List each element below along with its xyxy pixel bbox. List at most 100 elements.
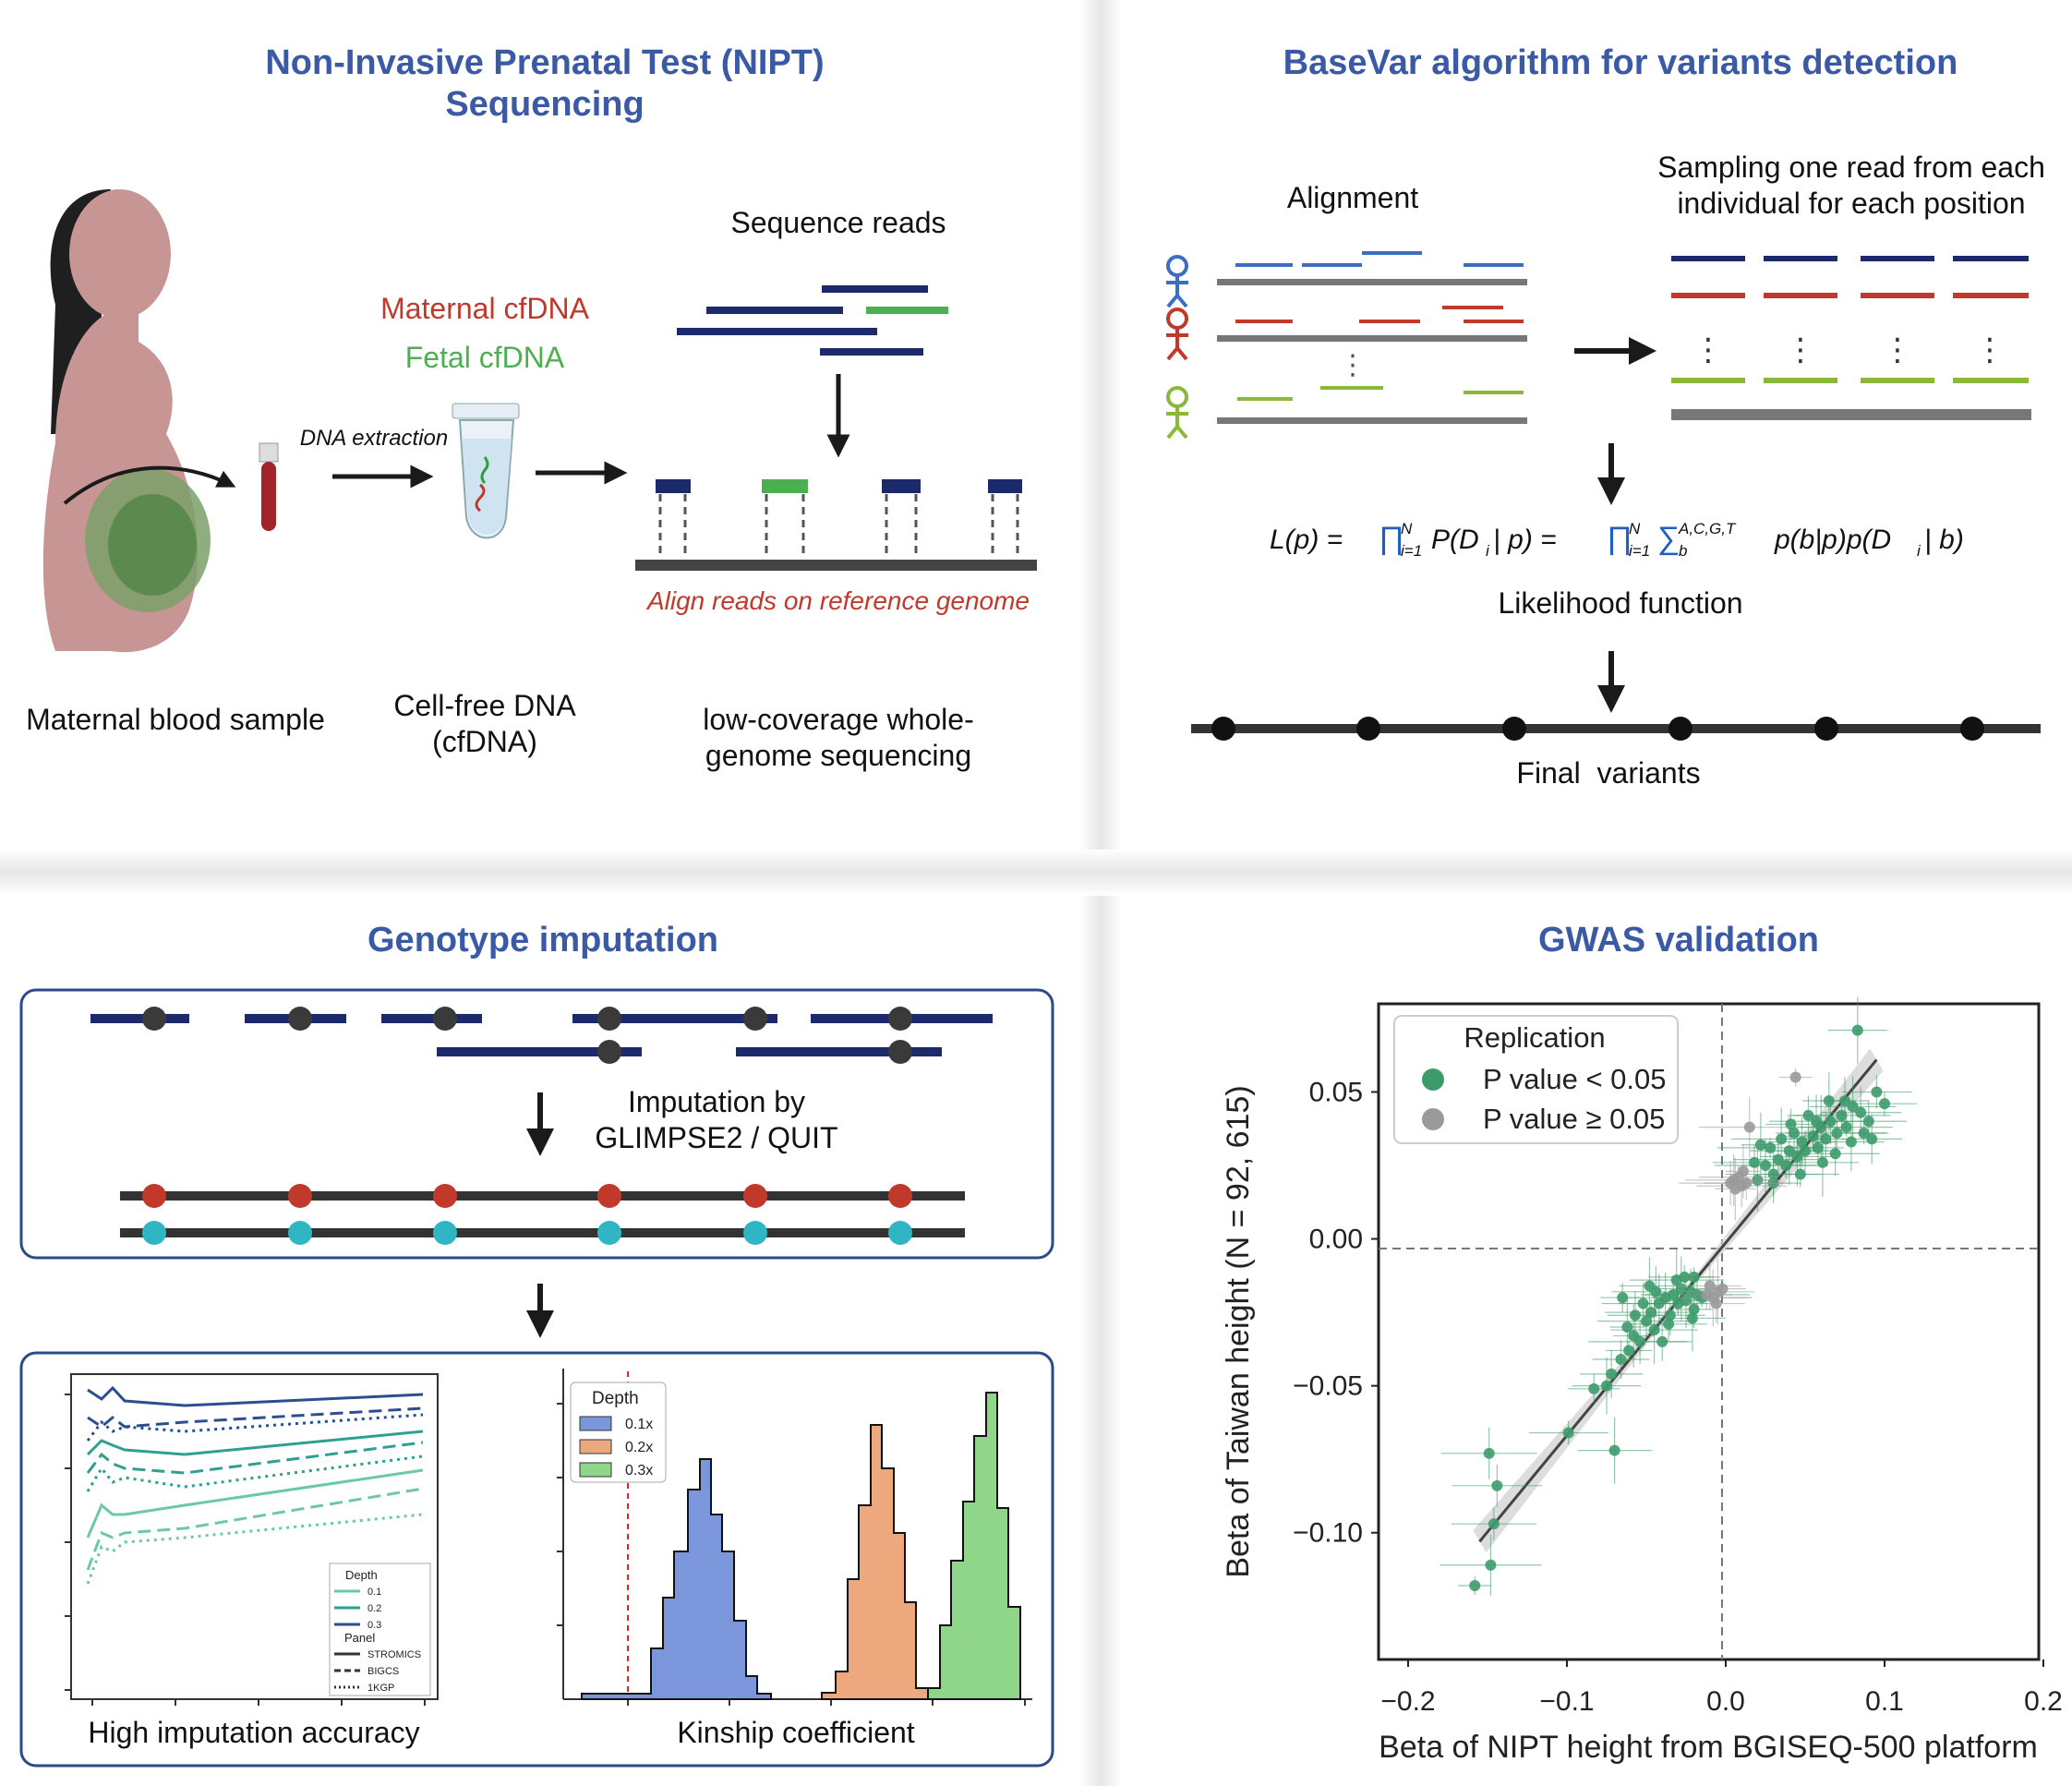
gwas-point-significant <box>1588 1382 1600 1394</box>
cell-free-dna-label-2: (cfDNA) <box>432 725 537 758</box>
panel-imputation: Genotype imputation Imputation by GLIMPS… <box>19 921 1054 1768</box>
svg-text:⋮: ⋮ <box>1339 350 1367 380</box>
gwas-point-significant <box>1637 1297 1649 1309</box>
gwas-point-significant <box>1656 1335 1668 1347</box>
kinship-chart: Depth 0.1x 0.2x 0.3x <box>557 1369 1032 1706</box>
gwas-point-nonsignificant <box>1743 1121 1755 1133</box>
gwas-y-tick-label: 0.05 <box>1309 1077 1363 1107</box>
gwas-y-tick-label: −0.05 <box>1293 1371 1363 1402</box>
gwas-point-significant <box>1623 1345 1635 1357</box>
gwas-point-significant <box>1866 1133 1878 1145</box>
gwas-point-significant <box>1807 1130 1819 1142</box>
gwas-point-significant <box>1469 1580 1481 1591</box>
gwas-legend-nonsig-label: P value ≥ 0.05 <box>1483 1103 1665 1135</box>
gwas-point-nonsignificant <box>1701 1289 1713 1300</box>
gwas-x-ticks: −0.2 −0.1 0.0 0.1 0.2 <box>1380 1659 2063 1717</box>
person-icon-blue <box>1166 255 1188 308</box>
gwas-point-significant <box>1855 1106 1867 1118</box>
gwas-y-axis-label: Beta of Taiwan height (N = 92, 615) <box>1221 1085 1256 1577</box>
kinship-legend-0-3x: 0.3x <box>625 1463 653 1478</box>
basevar-title: BaseVar algorithm for variants detection <box>1283 43 1958 82</box>
gwas-point-significant <box>1688 1271 1700 1283</box>
gwas-y-ticks: 0.05 0.00 −0.05 −0.10 <box>1293 1077 1379 1549</box>
gwas-x-axis-label: Beta of NIPT height from BGISEQ-500 plat… <box>1379 1730 2038 1765</box>
gwas-legend-title: Replication <box>1464 1021 1605 1054</box>
gwas-point-significant <box>1644 1280 1656 1292</box>
gwas-point-significant <box>1811 1116 1823 1128</box>
imputation-box <box>19 988 1054 1260</box>
svg-text:N: N <box>1629 520 1641 537</box>
gwas-point-significant <box>1840 1121 1852 1133</box>
accuracy-legend: Depth 0.1 0.2 0.3 Panel STROMICS BIGCS 1… <box>329 1563 431 1696</box>
gwas-point-significant <box>1617 1292 1629 1304</box>
gwas-point-significant <box>1862 1116 1874 1128</box>
panel-nipt: Non-Invasive Prenatal Test (NIPT) Sequen… <box>26 43 1037 772</box>
gwas-point-significant <box>1491 1479 1503 1491</box>
sampled-reads: ⋮ ⋮ ⋮ ⋮ <box>1671 256 2031 420</box>
tube-icon <box>452 403 520 539</box>
reference-genome <box>635 479 1037 571</box>
sequence-reads-label: Sequence reads <box>730 206 946 239</box>
accuracy-caption: High imputation accuracy <box>88 1716 419 1749</box>
gwas-point-significant <box>1829 1148 1841 1160</box>
person-icon-red <box>1166 308 1188 361</box>
gwas-x-tick-label: −0.1 <box>1539 1686 1594 1717</box>
kinship-caption: Kinship coefficient <box>677 1716 914 1749</box>
accuracy-legend-panel-title: Panel <box>344 1631 375 1645</box>
accuracy-legend-depth-1: 0.1 <box>367 1587 381 1598</box>
svg-text:| b): | b) <box>1924 525 1964 555</box>
gwas-point-significant <box>1871 1086 1883 1098</box>
sequence-reads <box>677 285 948 356</box>
gwas-point-nonsignificant <box>1725 1177 1737 1189</box>
gwas-point-significant <box>1879 1098 1890 1110</box>
svg-text:A,C,G,T: A,C,G,T <box>1678 520 1737 537</box>
gwas-point-significant <box>1800 1145 1811 1157</box>
gwas-point-significant <box>1851 1024 1863 1036</box>
alignment-reads: ⋮ <box>1217 251 1527 424</box>
svg-text:b: b <box>1679 542 1687 560</box>
gwas-point-significant <box>1488 1518 1500 1530</box>
kinship-legend-0-2x: 0.2x <box>625 1440 653 1455</box>
accuracy-legend-depth-2: 0.2 <box>367 1603 381 1614</box>
gwas-point-significant <box>1754 1139 1766 1151</box>
gwas-point-nonsignificant <box>1789 1071 1801 1083</box>
gwas-point-significant <box>1858 1128 1870 1139</box>
imputation-reads <box>90 1007 993 1064</box>
imputation-title: Genotype imputation <box>367 921 718 959</box>
gwas-point-significant <box>1648 1324 1660 1336</box>
svg-text:P(D: P(D <box>1431 525 1479 555</box>
likelihood-label: Likelihood function <box>1498 586 1742 620</box>
gwas-point-significant <box>1785 1118 1797 1130</box>
blood-tube-icon <box>259 442 279 531</box>
gwas-point-significant <box>1485 1559 1497 1571</box>
cell-free-dna-label-1: Cell-free DNA <box>393 689 576 722</box>
svg-text:i: i <box>1486 542 1490 560</box>
svg-text:L(p) =: L(p) = <box>1270 525 1343 555</box>
fetal-cfdna-label: Fetal cfDNA <box>405 341 565 374</box>
accuracy-chart: Depth 0.1 0.2 0.3 Panel STROMICS BIGCS 1… <box>65 1373 439 1706</box>
gwas-point-significant <box>1831 1128 1843 1139</box>
kinship-hist-0-2x <box>821 1424 929 1700</box>
maternal-blood-sample-label: Maternal blood sample <box>26 703 325 736</box>
gwas-point-significant <box>1794 1168 1806 1180</box>
person-icon-green <box>1166 386 1188 440</box>
panel-gwas: GWAS validation −0.2 −0.1 0.0 0.1 0.2 0.050.… <box>1221 921 2063 1765</box>
kinship-hist-0-3x <box>927 1392 1021 1700</box>
horizontal-divider <box>0 850 2072 896</box>
gwas-point-significant <box>1839 1095 1850 1106</box>
gwas-point-significant <box>1845 1136 1857 1148</box>
imputation-by-label-1: Imputation by <box>628 1085 805 1118</box>
accuracy-legend-depth-title: Depth <box>345 1568 378 1582</box>
gwas-legend: Replication P value < 0.05 P value ≥ 0.0… <box>1393 1015 1679 1144</box>
nipt-title-2: Sequencing <box>445 85 644 124</box>
svg-text:i=1: i=1 <box>1401 542 1422 560</box>
gwas-point-significant <box>1629 1309 1641 1321</box>
gwas-point-nonsignificant <box>1710 1297 1722 1309</box>
svg-text:i: i <box>1917 542 1921 560</box>
sampling-label-2: individual for each position <box>1677 187 2025 220</box>
gwas-point-significant <box>1816 1156 1828 1168</box>
svg-text:⋮: ⋮ <box>1785 332 1816 368</box>
gwas-legend-sig-label: P value < 0.05 <box>1483 1063 1667 1095</box>
maternal-cfdna-label: Maternal cfDNA <box>380 292 590 325</box>
gwas-point-nonsignificant <box>1737 1165 1749 1177</box>
